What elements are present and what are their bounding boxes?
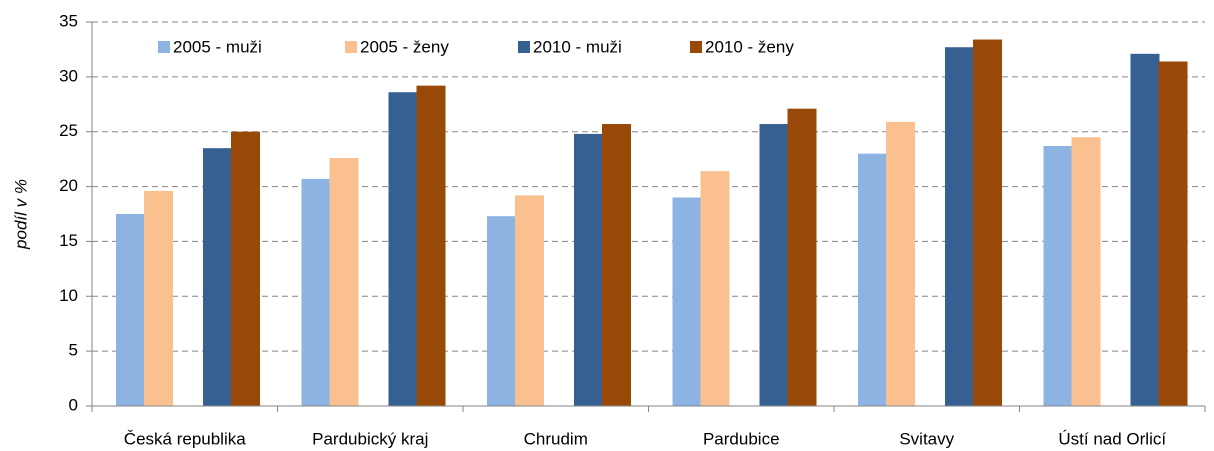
bar xyxy=(945,47,974,407)
bar xyxy=(672,197,702,406)
bar xyxy=(602,124,631,406)
x-tick-label: Ústí nad Orlicí xyxy=(1058,429,1166,448)
bar xyxy=(787,108,817,406)
legend-label: 2010 - muži xyxy=(533,37,622,56)
y-axis-label: podíl v % xyxy=(11,179,30,250)
bar xyxy=(144,190,173,406)
y-tick-label: 20 xyxy=(59,176,78,195)
x-tick-label: Česká republika xyxy=(124,429,246,448)
y-tick-label: 0 xyxy=(69,395,78,414)
y-tick-label: 35 xyxy=(59,11,78,30)
bar xyxy=(487,216,516,406)
legend-swatch xyxy=(690,41,702,53)
legend-label: 2010 - ženy xyxy=(705,37,794,56)
bar xyxy=(388,92,418,407)
y-tick-label: 10 xyxy=(59,286,78,305)
y-tick-label: 5 xyxy=(69,341,78,360)
y-tick-label: 25 xyxy=(59,121,78,140)
bar xyxy=(1130,53,1160,407)
legend-swatch xyxy=(518,41,530,53)
bar xyxy=(329,158,359,406)
y-tick-label: 30 xyxy=(59,66,78,85)
bar xyxy=(574,133,603,406)
bar xyxy=(973,39,1002,406)
bar xyxy=(515,195,544,406)
bar xyxy=(301,178,331,406)
x-tick-label: Pardubický kraj xyxy=(312,429,428,448)
bar xyxy=(116,214,145,406)
x-tick-label: Pardubice xyxy=(703,429,780,448)
bar xyxy=(1043,145,1073,406)
bar xyxy=(203,148,232,406)
legend-label: 2005 - muži xyxy=(173,37,262,56)
bar xyxy=(416,85,446,407)
legend-swatch xyxy=(345,41,357,53)
y-tick-label: 15 xyxy=(59,231,78,250)
bar xyxy=(231,131,260,406)
bar xyxy=(759,124,789,406)
bar xyxy=(858,153,887,406)
x-tick-label: Svitavy xyxy=(899,429,954,448)
legend-swatch xyxy=(158,41,170,53)
bar xyxy=(700,171,730,406)
x-tick-label: Chrudim xyxy=(524,429,588,448)
bar xyxy=(886,121,915,406)
legend-label: 2005 - ženy xyxy=(360,37,449,56)
bar xyxy=(1071,137,1101,406)
bar xyxy=(1158,61,1188,407)
